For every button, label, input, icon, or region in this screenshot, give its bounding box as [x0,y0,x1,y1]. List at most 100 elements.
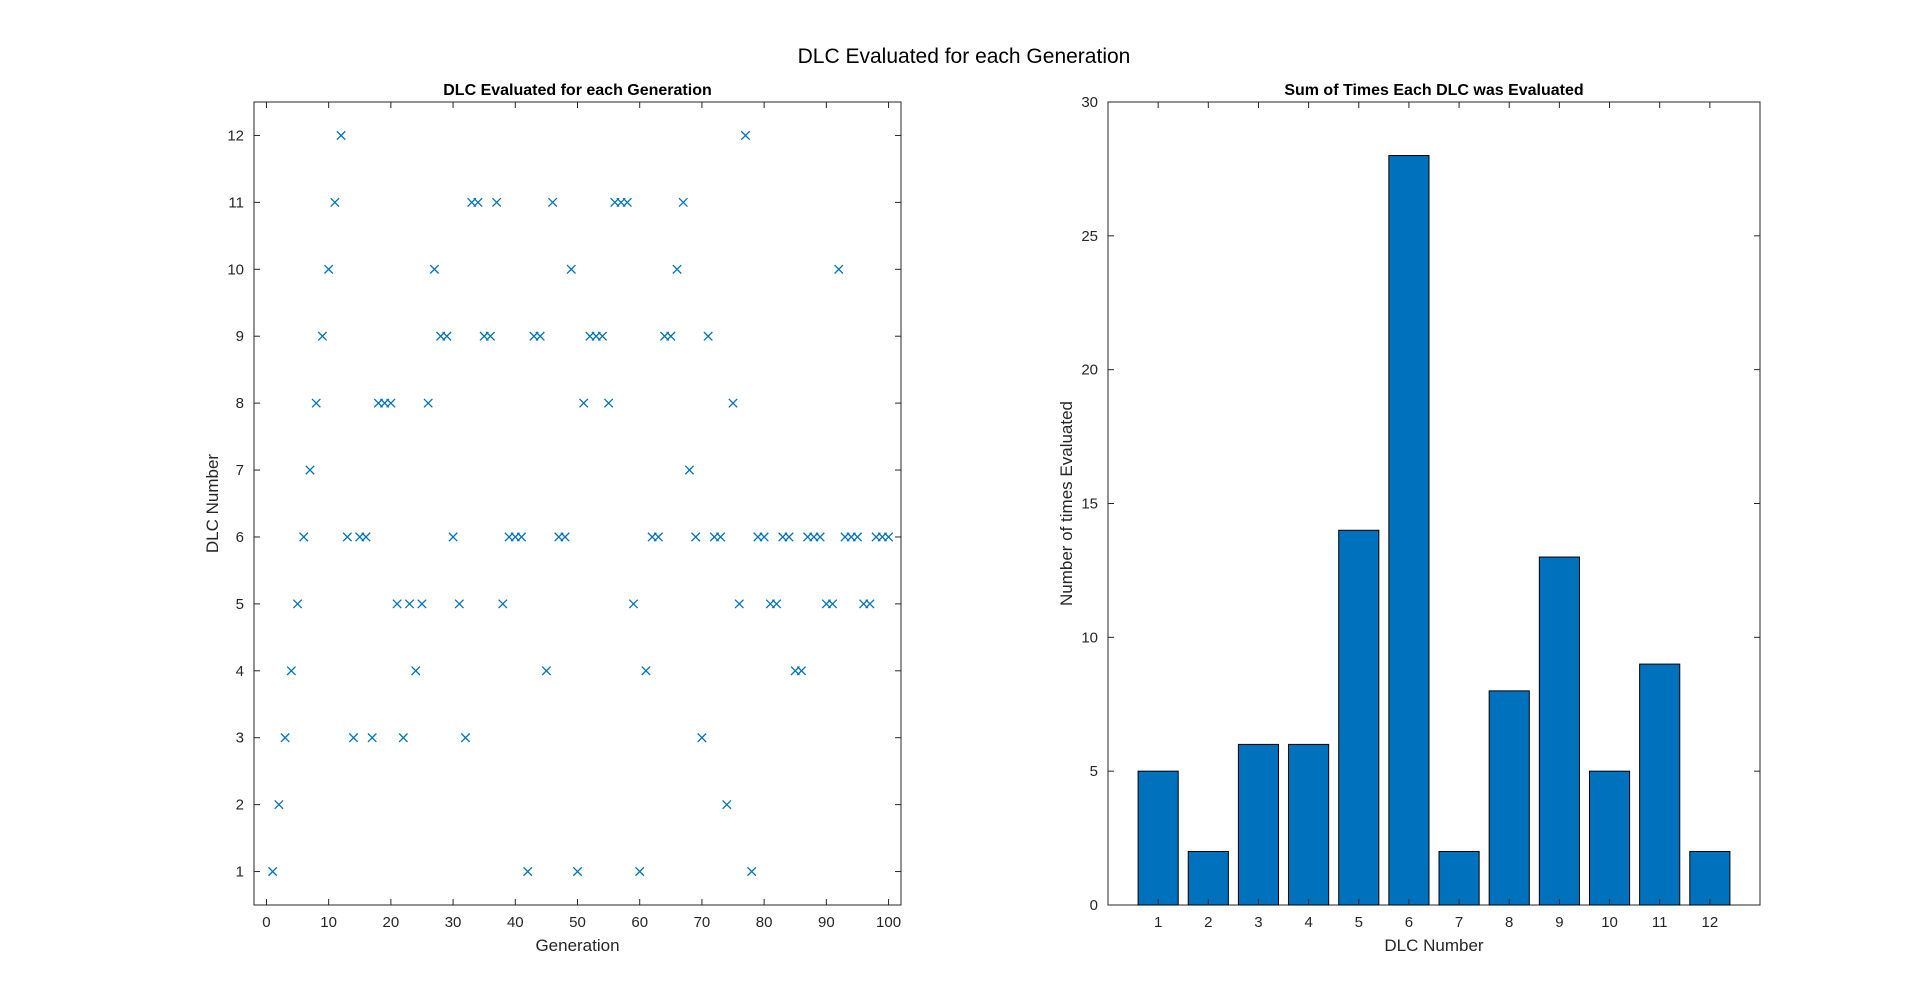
scatter-marker-stroke [429,264,440,274]
scatter-marker-stroke [423,398,433,408]
bar-title: Sum of Times Each DLC was Evaluated [1284,82,1583,99]
scatter-marker-stroke [815,532,825,542]
bar-x-tick-label: 9 [1555,914,1563,931]
scatter-point [386,398,396,408]
scatter-marker-stroke [579,398,589,408]
scatter-marker-stroke [286,666,296,676]
scatter-marker-stroke [566,264,576,274]
scatter-marker-stroke [715,532,726,542]
bar [1187,850,1229,906]
scatter-point [361,532,371,542]
scatter-marker-stroke [747,866,757,877]
bar-x-tick-label: 7 [1455,914,1463,931]
bar [1288,743,1330,906]
scatter-point [299,532,309,542]
scatter-point [771,599,782,609]
scatter-point [268,866,278,877]
scatter-point [411,666,421,676]
scatter-point [330,197,340,208]
scatter-marker-stroke [603,398,614,408]
scatter-point [535,331,545,341]
scatter-marker-stroke [597,331,608,341]
scatter-point [523,866,533,877]
bar-y-tick-label: 30 [1081,94,1098,111]
scatter-marker-stroke [292,599,303,609]
scatter-marker-stroke [641,666,651,676]
bar-y-tick-label: 0 [1090,897,1098,914]
scatter-point [429,264,440,274]
scatter-point [311,398,321,408]
scatter-marker-stroke [547,197,558,208]
scatter-point [292,599,303,609]
bar [1388,155,1430,906]
scatter-point [305,465,315,475]
scatter-point [635,866,645,877]
scatter-marker-stroke [653,532,664,542]
bar [1137,770,1179,906]
bar-x-tick-label: 1 [1154,914,1162,931]
scatter-marker-stroke [498,599,508,609]
scatter-point [572,866,583,877]
scatter-y-tick-label: 2 [236,797,244,814]
scatter-x-tick-label: 20 [383,914,400,931]
bar-x-tick-label: 12 [1702,914,1719,931]
scatter-point [834,264,844,274]
scatter-point [348,733,359,743]
scatter-marker-stroke [323,264,334,274]
scatter-x-axis-label: Generation [535,936,619,955]
scatter-marker-stroke [691,532,701,542]
scatter-point [454,599,464,609]
scatter-point [865,599,875,609]
scatter-marker-stroke [523,866,533,877]
scatter-point [722,799,732,810]
scatter-x-tick-label: 80 [756,914,773,931]
scatter-y-tick-label: 6 [236,529,244,546]
bar-y-tick-label: 15 [1081,496,1098,513]
bar [1538,556,1580,906]
scatter-point [460,733,471,743]
scatter-marker-stroke [448,532,458,542]
scatter-marker-stroke [771,599,782,609]
scatter-marker-stroke [299,532,309,542]
scatter-x-tick-label: 40 [507,914,524,931]
scatter-marker-stroke [398,733,408,743]
scatter-y-tick-label: 11 [228,194,244,211]
bar-y-tick-label: 10 [1081,629,1098,646]
scatter-marker-stroke [560,532,570,542]
bar-x-tick-label: 11 [1652,914,1668,931]
scatter-point [691,532,701,542]
scatter-marker-stroke [535,331,545,341]
scatter-point [715,532,726,542]
bar-y-tick-label: 25 [1081,228,1098,245]
scatter-marker-stroke [722,799,732,810]
scatter-point [498,599,508,609]
scatter-point [852,532,863,542]
scatter-point [740,130,751,141]
bar [1488,690,1530,906]
scatter-marker-stroke [268,866,278,877]
scatter-plot: DLC Evaluated for each Generation Generat… [203,82,902,955]
scatter-marker-stroke [417,599,427,609]
scatter-marker-stroke [274,799,284,810]
scatter-marker-stroke [485,331,496,341]
scatter-point [697,733,707,743]
scatter-point [274,799,284,810]
scatter-y-tick-label: 5 [236,596,244,613]
scatter-point [404,599,415,609]
scatter-marker-stroke [635,866,645,877]
scatter-point [547,197,558,208]
scatter-y-tick-label: 4 [236,663,244,680]
bar [1588,770,1631,906]
scatter-x-tick-label: 100 [876,914,901,931]
bar-x-tick-label: 10 [1601,914,1618,931]
scatter-marker-stroke [784,532,794,542]
scatter-x-tick-label: 0 [262,914,270,931]
scatter-point [641,666,651,676]
bar [1237,743,1280,906]
scatter-point [423,398,433,408]
bar-x-tick-label: 4 [1304,914,1312,931]
scatter-point [796,666,807,676]
scatter-marker-stroke [728,398,738,408]
scatter-point [666,331,676,341]
